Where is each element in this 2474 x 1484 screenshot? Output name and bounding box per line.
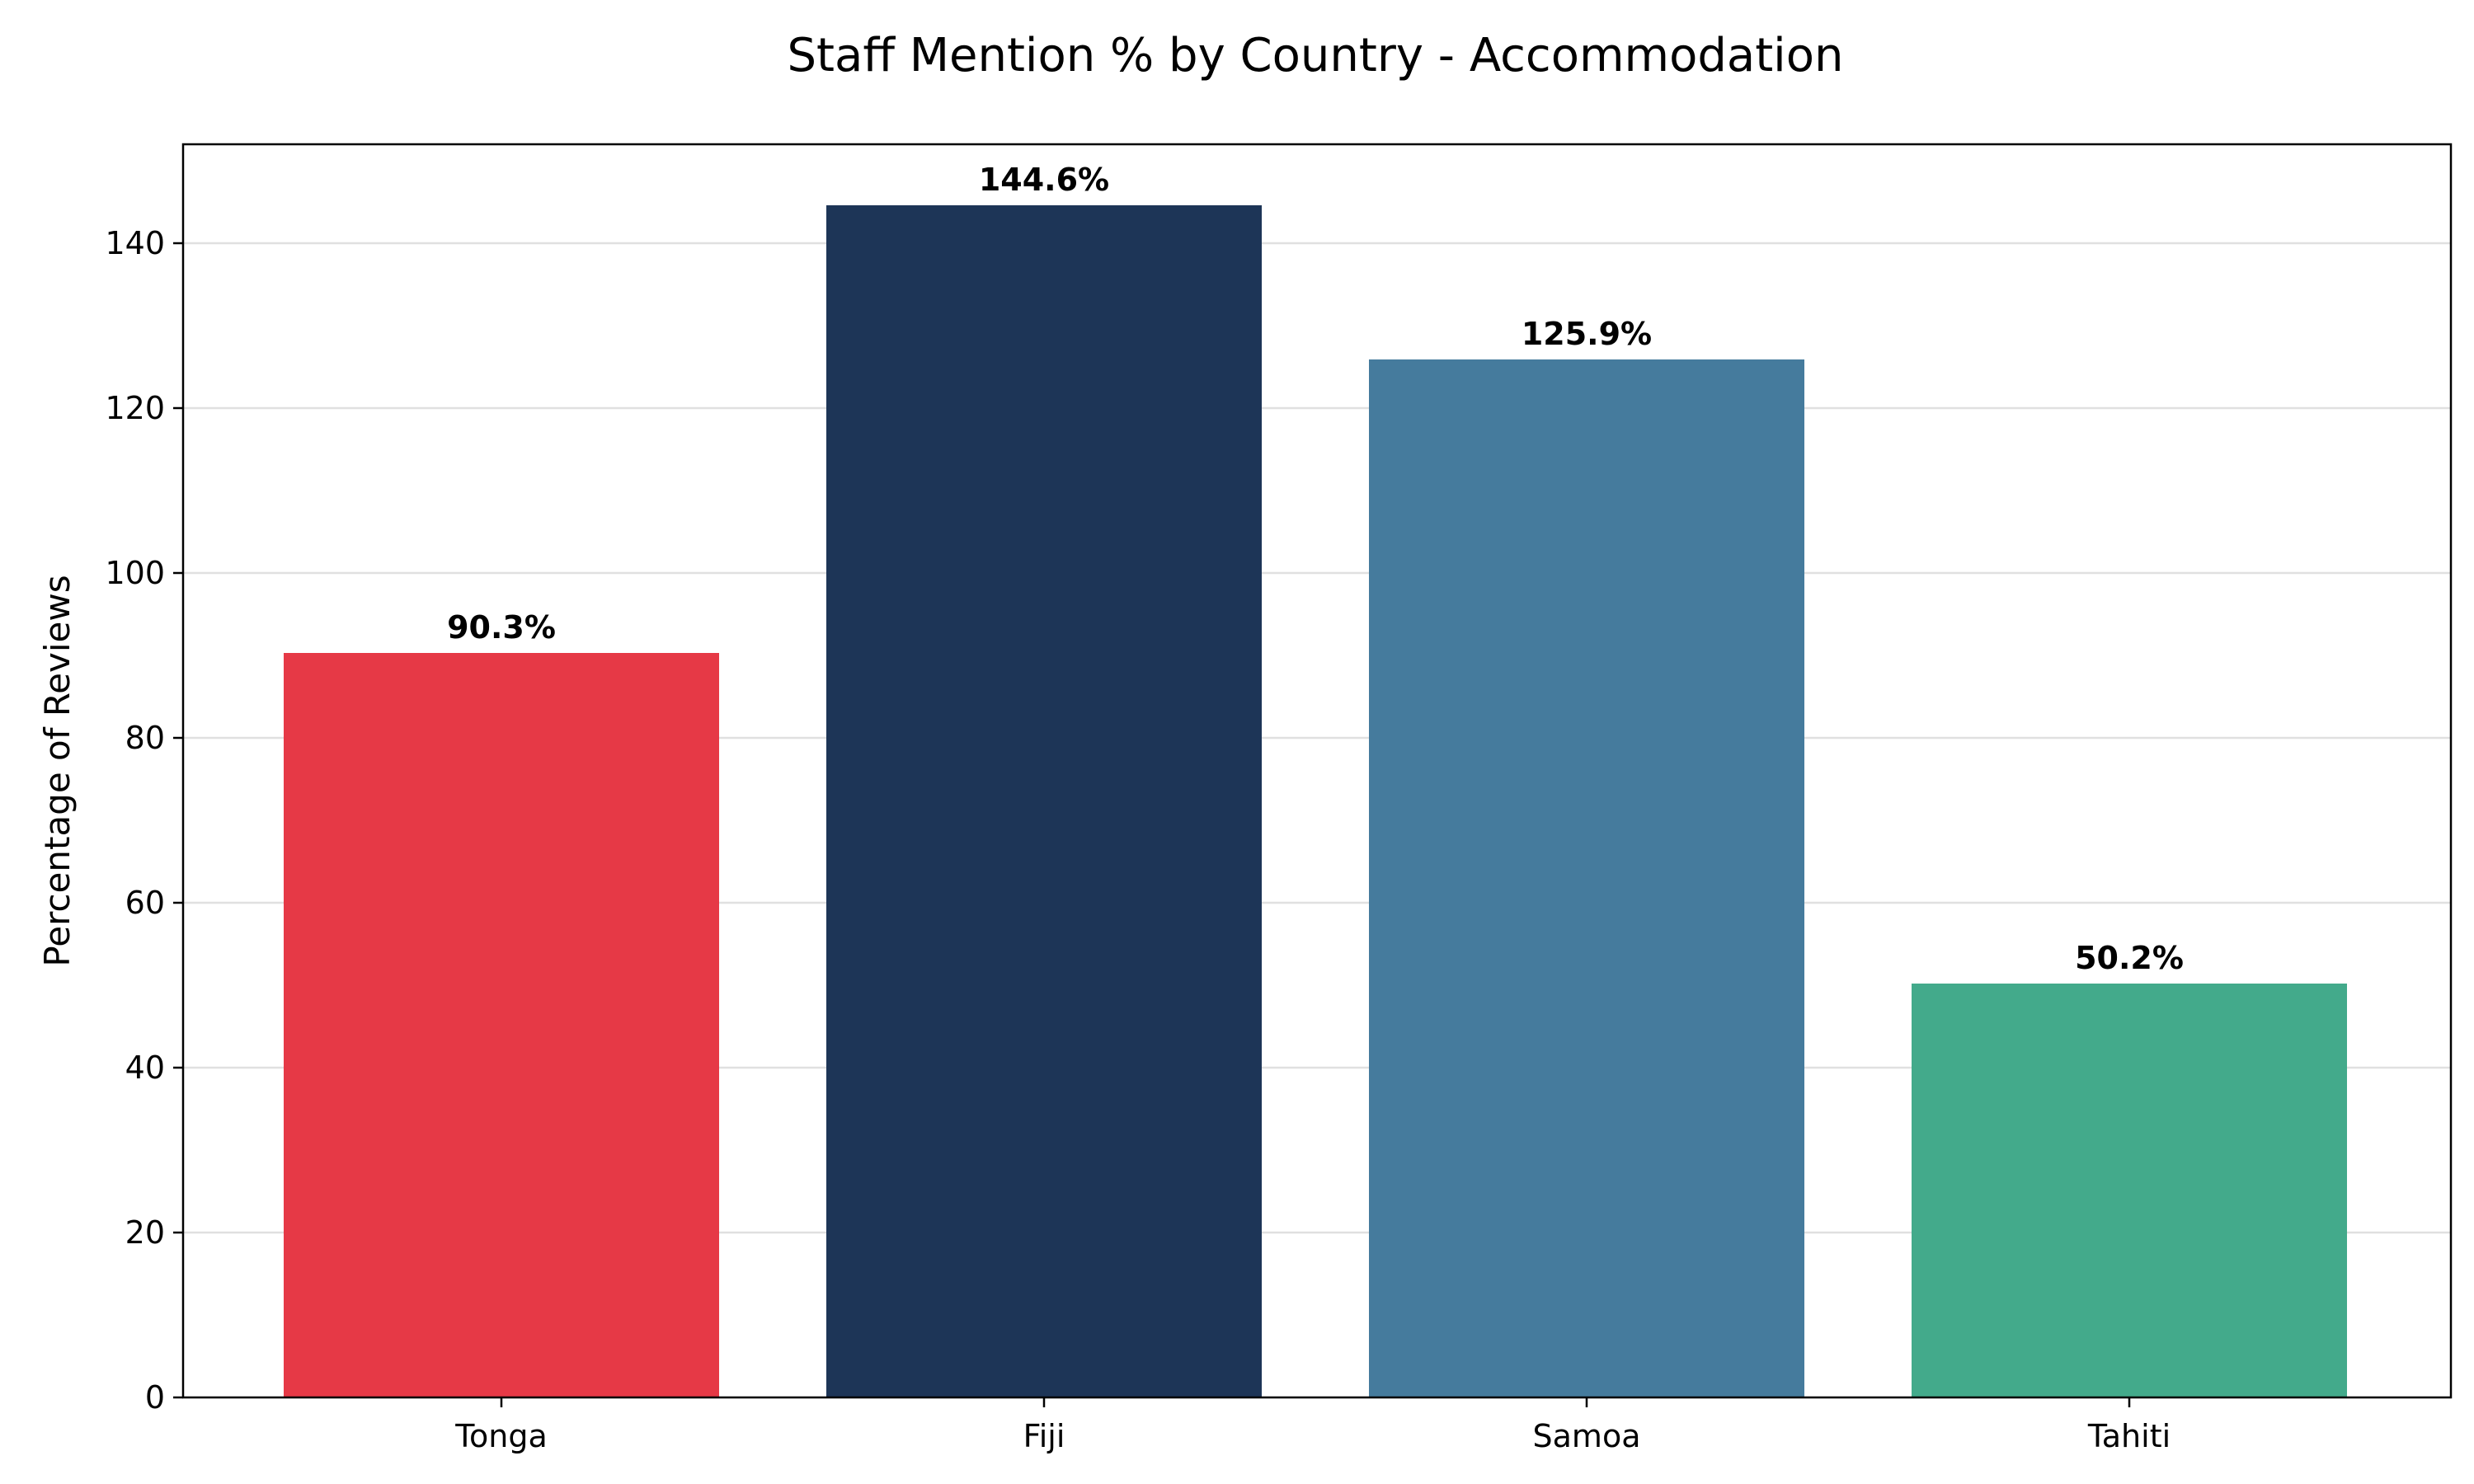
bar-tahiti <box>1912 984 2347 1397</box>
bar-value-label: 144.6% <box>979 162 1109 198</box>
y-tick-label: 140 <box>105 225 165 261</box>
y-tick-label: 20 <box>125 1214 165 1251</box>
x-axis-ticks: Tonga Fiji Samoa Tahiti <box>454 1397 2171 1454</box>
plot-area-frame <box>181 143 2453 1399</box>
bar-value-label: 125.9% <box>1522 316 1652 352</box>
x-tick-label: Fiji <box>1023 1418 1065 1454</box>
y-tick-label: 40 <box>125 1050 165 1086</box>
bar-value-label: 50.2% <box>2075 940 2184 976</box>
bar-samoa <box>1369 359 1804 1397</box>
y-axis-label: Percentage of Reviews <box>37 575 78 966</box>
y-tick-label: 0 <box>145 1379 165 1416</box>
x-tick-label: Tahiti <box>2087 1418 2171 1454</box>
chart-title: Staff Mention % by Country - Accommodati… <box>788 29 1844 82</box>
x-tick-label: Samoa <box>1533 1418 1641 1454</box>
y-tick-label: 60 <box>125 885 165 921</box>
bar-value-labels: 90.3% 144.6% 125.9% 50.2% <box>447 162 2184 976</box>
bar-tonga <box>284 653 719 1397</box>
y-tick-label: 120 <box>105 390 165 426</box>
y-axis-ticks: 0 20 40 60 80 100 120 140 <box>105 225 183 1416</box>
x-tick-label: Tonga <box>454 1418 548 1454</box>
y-tick-label: 80 <box>125 720 165 756</box>
bars <box>284 205 2347 1397</box>
bar-value-label: 90.3% <box>447 609 556 646</box>
y-tick-label: 100 <box>105 555 165 591</box>
bar-fiji <box>826 205 1262 1397</box>
